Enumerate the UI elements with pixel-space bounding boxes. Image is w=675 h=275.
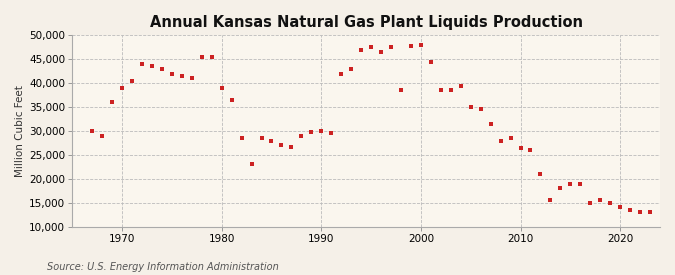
Text: Source: U.S. Energy Information Administration: Source: U.S. Energy Information Administ… [47, 262, 279, 272]
Title: Annual Kansas Natural Gas Plant Liquids Production: Annual Kansas Natural Gas Plant Liquids … [150, 15, 583, 30]
Y-axis label: Million Cubic Feet: Million Cubic Feet [15, 85, 25, 177]
